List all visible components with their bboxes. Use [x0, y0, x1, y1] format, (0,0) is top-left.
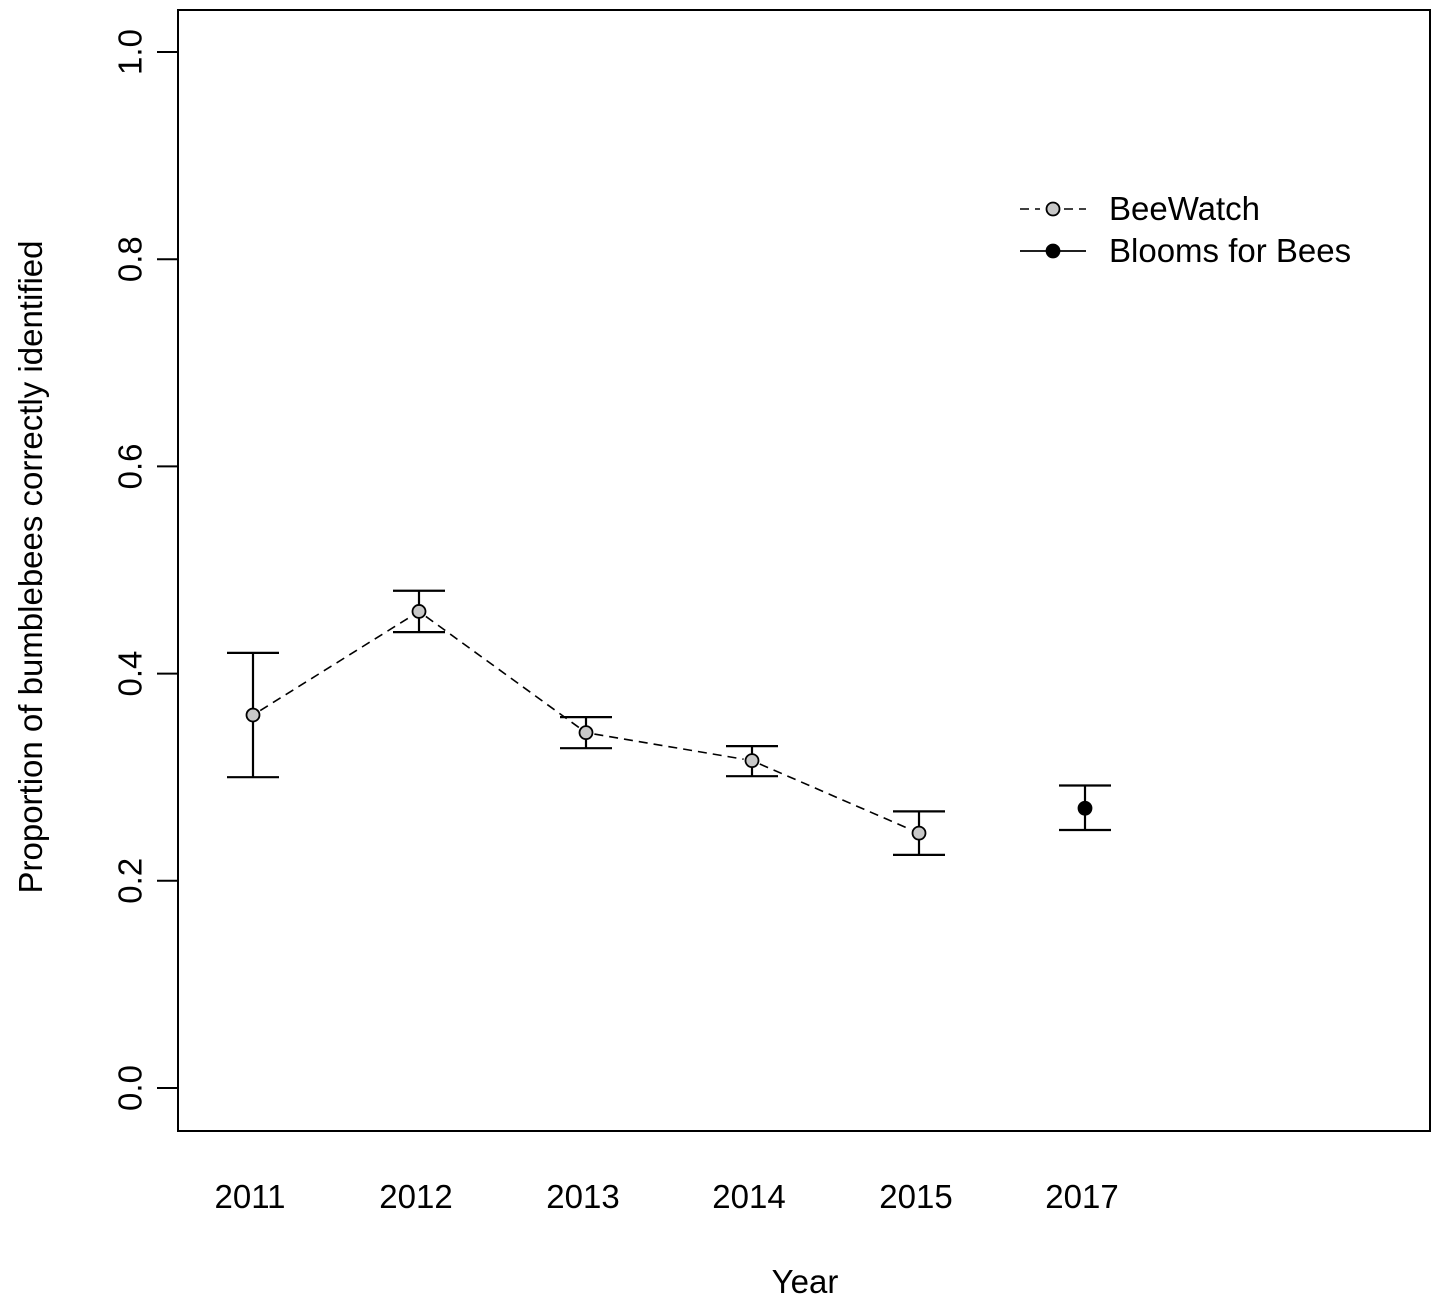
y-tick-label: 0.0: [112, 1065, 149, 1111]
y-tick-label: 0.6: [112, 443, 149, 489]
plot-frame: [177, 9, 1431, 1132]
series-line-segment: [259, 615, 413, 712]
data-point: [911, 825, 927, 841]
series-line-segment: [594, 733, 744, 761]
y-tick-label: 0.4: [112, 651, 149, 697]
data-point: [744, 753, 760, 769]
series-beewatch: [227, 589, 945, 857]
data-point: [578, 725, 594, 741]
data-point: [245, 707, 261, 723]
x-tick-label: 2012: [379, 1178, 452, 1215]
legend-label: BeeWatch: [1109, 190, 1260, 227]
x-axis: 2011 2012 2013 2014 2015 2017: [215, 1178, 1119, 1215]
legend-marker: [1045, 201, 1061, 217]
series-layer: [227, 589, 1111, 857]
y-tick-label: 0.8: [112, 236, 149, 282]
y-axis: 0.0 0.2 0.4 0.6 0.8 1.0: [112, 29, 179, 1111]
data-point: [1077, 800, 1093, 816]
y-axis-title: Proportion of bumblebees correctly ident…: [12, 240, 49, 893]
x-tick-label: 2017: [1045, 1178, 1118, 1215]
y-tick-label: 0.2: [112, 858, 149, 904]
legend-item: BeeWatch: [1020, 190, 1260, 227]
legend-marker: [1045, 243, 1061, 259]
x-axis-title: Year: [772, 1263, 839, 1300]
data-point: [411, 604, 427, 619]
series-blooms-for-bees: [1059, 784, 1111, 832]
x-tick-label: 2015: [879, 1178, 952, 1215]
series-line-segment: [759, 763, 912, 831]
y-tick-label: 1.0: [112, 29, 149, 75]
x-tick-label: 2013: [546, 1178, 619, 1215]
series-line-segment: [425, 615, 580, 729]
x-tick-label: 2014: [712, 1178, 785, 1215]
legend-label: Blooms for Bees: [1109, 232, 1351, 269]
legend-item: Blooms for Bees: [1020, 232, 1351, 269]
legend: BeeWatch Blooms for Bees: [1020, 190, 1351, 269]
x-tick-label: 2011: [215, 1178, 286, 1215]
